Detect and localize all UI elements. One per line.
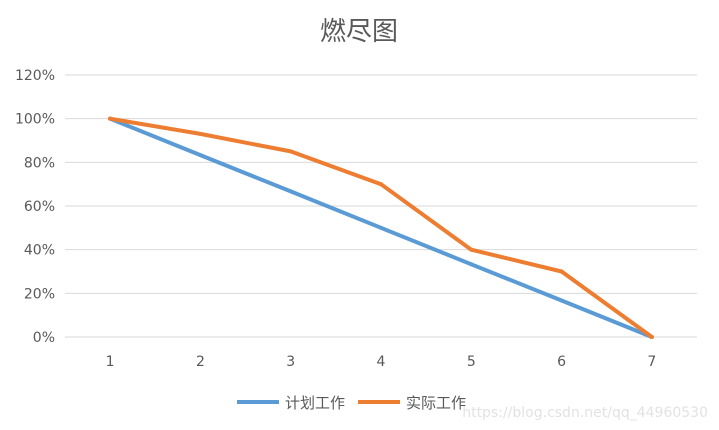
data-point [649, 335, 654, 339]
y-tick-label: 60% [24, 199, 55, 215]
data-point [198, 153, 203, 158]
data-point [379, 182, 383, 187]
legend: 计划工作 实际工作 [237, 394, 466, 412]
data-point [108, 116, 113, 121]
series-lines [108, 116, 654, 339]
y-tick-label: 20% [24, 286, 55, 302]
x-tick-label: 6 [557, 354, 566, 370]
x-tick-label: 7 [647, 354, 656, 370]
x-tick-label: 3 [286, 354, 295, 370]
data-point [469, 247, 474, 252]
legend-label: 实际工作 [406, 394, 466, 412]
x-axis-ticks: 1 2 3 4 5 6 7 [106, 354, 657, 370]
y-tick-label: 40% [24, 243, 55, 259]
y-axis-ticks: 0% 20% 40% 60% 80% 100% 120% [15, 68, 55, 346]
data-point [559, 269, 564, 274]
data-point [469, 262, 474, 267]
gridlines [65, 74, 697, 338]
x-tick-label: 4 [377, 354, 386, 370]
legend-label: 计划工作 [285, 394, 345, 412]
y-tick-label: 80% [24, 155, 55, 171]
x-tick-label: 5 [467, 354, 476, 370]
y-tick-label: 120% [15, 68, 55, 84]
y-tick-label: 100% [15, 112, 55, 128]
data-point [379, 225, 383, 230]
data-point [288, 189, 293, 194]
data-point [559, 298, 564, 303]
watermark-text: https://blog.csdn.net/qq_44960530 [462, 405, 708, 421]
x-tick-label: 1 [106, 354, 115, 370]
x-tick-label: 2 [196, 354, 205, 370]
y-tick-label: 0% [33, 330, 55, 346]
data-point [198, 131, 203, 136]
chart-title: 燃尽图 [320, 17, 398, 47]
data-point [288, 149, 293, 154]
